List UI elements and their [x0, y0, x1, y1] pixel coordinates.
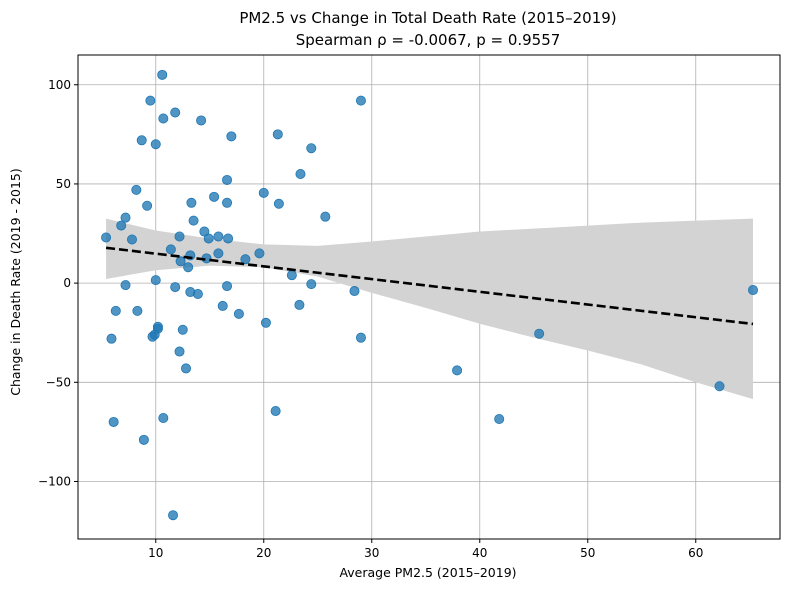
chart-title: PM2.5 vs Change in Total Death Rate (201…: [239, 9, 616, 27]
data-point: [131, 184, 142, 195]
data-point: [295, 169, 306, 180]
data-point: [188, 215, 199, 226]
data-point: [272, 129, 283, 140]
data-points: [101, 69, 759, 521]
data-point: [101, 232, 112, 243]
y-axis-label: Change in Death Rate (2019 - 2015): [8, 168, 23, 395]
data-point: [132, 305, 143, 316]
y-tick-label: 0: [63, 276, 71, 290]
data-point: [110, 305, 121, 316]
data-point: [158, 412, 169, 423]
data-point: [142, 200, 153, 211]
data-point: [217, 300, 228, 311]
data-point: [355, 332, 366, 343]
y-tick-label: −100: [38, 474, 71, 488]
x-tick-label: 20: [256, 546, 271, 560]
x-tick-label: 60: [688, 546, 703, 560]
data-point: [240, 254, 251, 265]
data-point: [180, 363, 191, 374]
regression-line: [105, 246, 754, 326]
data-point: [233, 308, 244, 319]
data-point: [254, 248, 265, 259]
data-point: [192, 289, 203, 300]
data-point: [120, 212, 131, 223]
data-point: [306, 143, 317, 154]
data-point: [355, 95, 366, 106]
x-tick-label: 30: [364, 546, 379, 560]
data-point: [222, 281, 233, 292]
data-point: [108, 416, 119, 427]
data-point: [170, 107, 181, 118]
data-point: [106, 333, 117, 344]
data-point: [136, 135, 147, 146]
data-point: [138, 434, 149, 445]
y-tick-label: −50: [46, 375, 71, 389]
data-point: [157, 69, 168, 80]
confidence-band: [106, 218, 753, 400]
y-tick-label: 100: [48, 78, 71, 92]
data-point: [273, 198, 284, 209]
data-point: [186, 197, 197, 208]
data-point: [306, 279, 317, 290]
data-point: [116, 220, 127, 231]
x-axis-ticks: 10 20 30 40 50 60: [148, 539, 703, 560]
data-point: [213, 231, 224, 242]
data-point: [165, 244, 176, 255]
data-point: [203, 233, 214, 244]
y-tick-label: 50: [56, 177, 71, 191]
data-point: [320, 211, 331, 222]
data-point: [150, 139, 161, 150]
data-point: [286, 270, 297, 281]
confidence-band-layer: [106, 218, 753, 400]
x-tick-label: 50: [580, 546, 595, 560]
data-point: [714, 381, 725, 392]
data-point: [226, 131, 237, 142]
data-point: [260, 317, 271, 328]
data-point: [175, 256, 186, 267]
data-point: [349, 286, 360, 297]
plot-area-frame: [77, 54, 781, 540]
data-point: [223, 233, 234, 244]
data-point: [145, 95, 156, 106]
data-point: [174, 231, 185, 242]
data-point: [213, 248, 224, 259]
data-point: [452, 365, 463, 376]
data-point: [748, 285, 759, 296]
chart-subtitle: Spearman ρ = -0.0067, p = 0.9557: [296, 31, 561, 49]
data-point: [150, 275, 161, 286]
data-point: [152, 323, 163, 334]
data-point: [494, 413, 505, 424]
data-point: [177, 324, 188, 335]
data-point: [174, 346, 185, 357]
data-point: [270, 406, 281, 417]
data-point: [127, 234, 138, 245]
x-axis-label: Average PM2.5 (2015–2019): [339, 565, 516, 580]
data-point: [209, 191, 220, 202]
data-point: [222, 197, 233, 208]
data-point: [196, 115, 207, 126]
grid: [78, 55, 780, 539]
x-tick-label: 40: [472, 546, 487, 560]
y-axis-ticks: −100 −50 0 50 100: [38, 78, 78, 488]
regression-line-layer: [105, 246, 754, 326]
data-point: [170, 282, 181, 293]
data-point: [120, 280, 131, 291]
data-point: [158, 113, 169, 124]
data-point: [222, 174, 233, 185]
data-point: [168, 510, 179, 521]
data-point: [258, 187, 269, 198]
data-point: [534, 328, 545, 339]
data-point: [294, 299, 305, 310]
x-tick-label: 10: [148, 546, 163, 560]
data-point: [183, 262, 194, 273]
